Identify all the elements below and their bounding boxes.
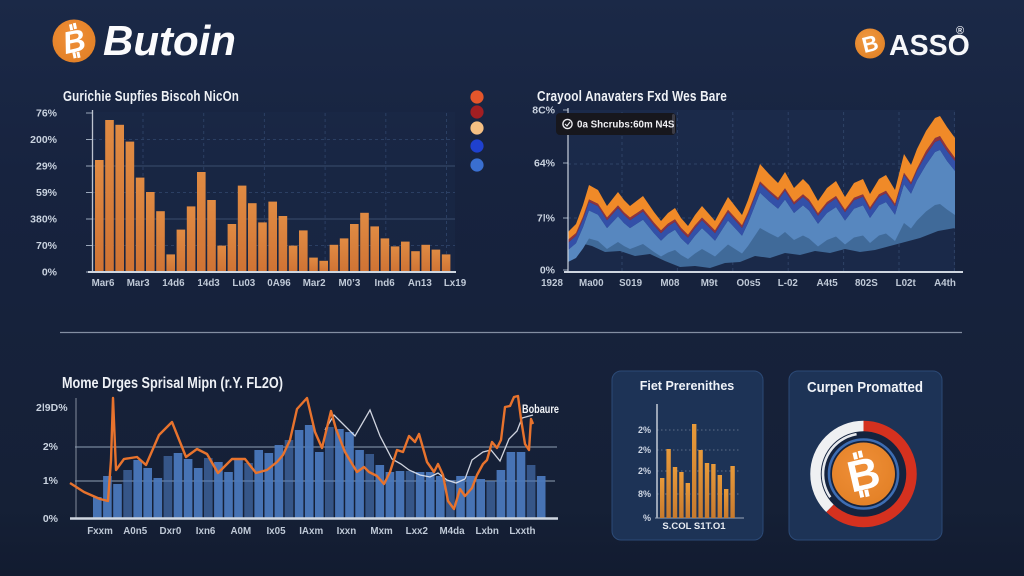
svg-text:%: % <box>643 513 651 523</box>
svg-text:M08: M08 <box>660 278 680 289</box>
svg-text:A0M: A0M <box>230 526 251 537</box>
svg-text:ASSO: ASSO <box>889 30 970 62</box>
svg-text:0%: 0% <box>42 267 58 279</box>
svg-text:Bobaure: Bobaure <box>522 404 559 416</box>
svg-text:Mar2: Mar2 <box>303 278 326 289</box>
svg-text:29%: 29% <box>36 161 58 173</box>
svg-text:0A96: 0A96 <box>267 278 291 289</box>
svg-text:S019: S019 <box>619 278 642 289</box>
svg-text:Lxxth: Lxxth <box>509 526 535 537</box>
svg-text:An13: An13 <box>408 278 433 289</box>
svg-text:1%: 1% <box>43 475 59 487</box>
svg-text:2%: 2% <box>638 466 651 476</box>
svg-text:B: B <box>859 30 880 58</box>
svg-text:802S: 802S <box>855 278 878 289</box>
svg-text:Gurichie Supfies Biscoh NicOn: Gurichie Supfies Biscoh NicOn <box>63 89 239 105</box>
svg-text:0%: 0% <box>540 265 556 277</box>
svg-text:Mar6: Mar6 <box>92 278 115 289</box>
svg-text:M9t: M9t <box>701 278 719 289</box>
svg-text:Crayool Anavaters Fxd Wes Bare: Crayool Anavaters Fxd Wes Bare <box>537 89 727 105</box>
svg-text:Lxbn: Lxbn <box>475 526 498 537</box>
svg-text:A4th: A4th <box>934 278 956 289</box>
svg-text:M4da: M4da <box>439 526 465 537</box>
svg-text:L-02: L-02 <box>778 278 799 289</box>
svg-text:A4t5: A4t5 <box>816 278 838 289</box>
svg-text:Fxxm: Fxxm <box>87 526 113 537</box>
svg-text:L02t: L02t <box>896 278 917 289</box>
svg-text:Lu03: Lu03 <box>232 278 255 289</box>
svg-text:Ix05: Ix05 <box>266 526 286 537</box>
svg-text:64%: 64% <box>534 158 556 170</box>
svg-text:Ixn6: Ixn6 <box>196 526 216 537</box>
svg-text:76%: 76% <box>36 108 58 120</box>
svg-text:Fiet Prerenithes: Fiet Prerenithes <box>640 379 735 393</box>
svg-text:14d3: 14d3 <box>197 278 220 289</box>
svg-text:Ind6: Ind6 <box>375 278 396 289</box>
svg-text:7ǀ%: 7ǀ% <box>537 213 556 225</box>
svg-text:M0’3: M0’3 <box>339 278 361 289</box>
svg-text:2%: 2% <box>638 445 651 455</box>
svg-text:S.COL S1T.O1: S.COL S1T.O1 <box>662 521 726 532</box>
svg-text:Dxr0: Dxr0 <box>160 526 182 537</box>
svg-text:Mome Drges Sprisal Mipn (r.Y.: Mome Drges Sprisal Mipn (r.Y. FL2O) <box>62 375 283 392</box>
svg-text:®: ® <box>956 25 964 37</box>
svg-text:Ixxn: Ixxn <box>337 526 357 537</box>
svg-text:8C%: 8C% <box>532 105 555 117</box>
svg-text:Butoin: Butoin <box>103 17 236 64</box>
svg-text:59%: 59% <box>36 187 58 199</box>
svg-text:O0s5: O0s5 <box>737 278 762 289</box>
svg-text:Lxx2: Lxx2 <box>406 526 429 537</box>
svg-text:380%: 380% <box>30 214 58 226</box>
svg-text:0a Shcrubs:60m N4S: 0a Shcrubs:60m N4S <box>577 120 675 131</box>
svg-text:14d6: 14d6 <box>162 278 185 289</box>
svg-text:Ma00: Ma00 <box>579 278 604 289</box>
svg-text:Mar3: Mar3 <box>127 278 150 289</box>
svg-text:70%: 70% <box>36 240 58 252</box>
svg-text:0%: 0% <box>43 513 59 525</box>
svg-text:IAxm: IAxm <box>299 526 323 537</box>
svg-text:Mxm: Mxm <box>370 526 393 537</box>
svg-text:A0n5: A0n5 <box>123 526 148 537</box>
svg-text:200%: 200% <box>30 134 58 146</box>
svg-text:Lx19: Lx19 <box>444 278 467 289</box>
svg-text:2%: 2% <box>638 425 651 435</box>
svg-text:8%: 8% <box>638 489 651 499</box>
svg-text:1928: 1928 <box>541 278 563 289</box>
svg-text:2%: 2% <box>43 441 59 453</box>
svg-text:Curpen Promatted: Curpen Promatted <box>807 380 923 396</box>
svg-text:2ǀ9D%: 2ǀ9D% <box>36 402 68 414</box>
